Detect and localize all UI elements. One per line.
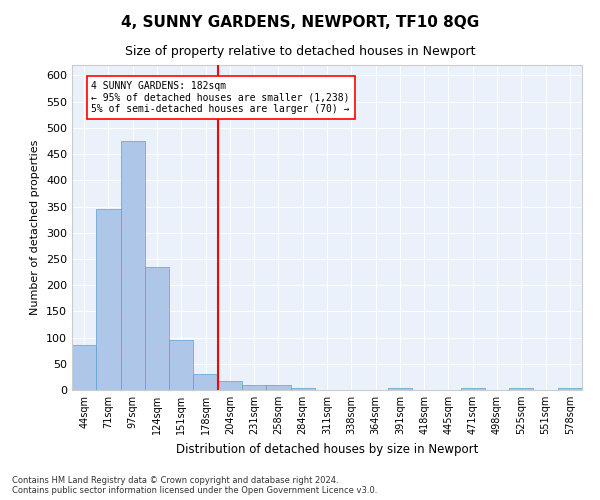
Bar xyxy=(121,141,145,390)
Bar xyxy=(72,346,96,390)
Text: 4 SUNNY GARDENS: 182sqm
← 95% of detached houses are smaller (1,238)
5% of semi-: 4 SUNNY GARDENS: 182sqm ← 95% of detache… xyxy=(91,80,350,114)
Bar xyxy=(266,385,290,390)
Text: Size of property relative to detached houses in Newport: Size of property relative to detached ho… xyxy=(125,45,475,58)
Bar xyxy=(461,388,485,390)
Bar xyxy=(290,388,315,390)
Bar xyxy=(193,374,218,390)
Text: 4, SUNNY GARDENS, NEWPORT, TF10 8QG: 4, SUNNY GARDENS, NEWPORT, TF10 8QG xyxy=(121,15,479,30)
Bar xyxy=(169,340,193,390)
Bar xyxy=(145,267,169,390)
Bar xyxy=(218,380,242,390)
X-axis label: Distribution of detached houses by size in Newport: Distribution of detached houses by size … xyxy=(176,442,478,456)
Bar xyxy=(96,209,121,390)
Bar xyxy=(242,385,266,390)
Text: Contains HM Land Registry data © Crown copyright and database right 2024.
Contai: Contains HM Land Registry data © Crown c… xyxy=(12,476,377,495)
Bar xyxy=(388,388,412,390)
Bar xyxy=(509,388,533,390)
Bar xyxy=(558,388,582,390)
Y-axis label: Number of detached properties: Number of detached properties xyxy=(31,140,40,315)
